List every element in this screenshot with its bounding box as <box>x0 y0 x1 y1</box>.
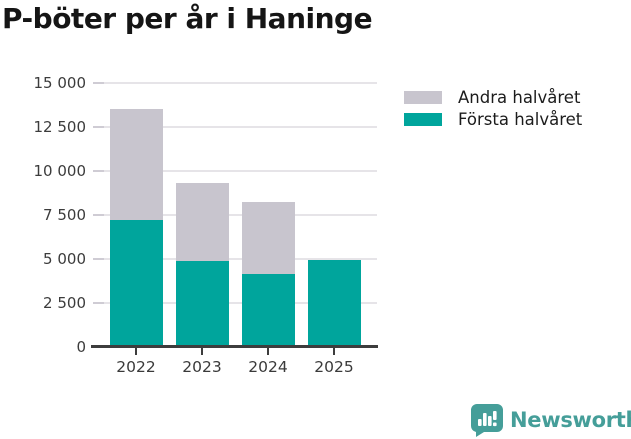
legend-label: Andra halvåret <box>458 88 581 107</box>
x-axis-tick-label: 2022 <box>116 358 156 376</box>
gridline <box>93 82 377 84</box>
chart-title: P-böter per år i Haninge <box>2 2 373 35</box>
legend-swatch <box>404 113 442 126</box>
y-axis-tick <box>93 82 104 84</box>
bar-segment-andra-halvåret-2023 <box>175 182 229 262</box>
newsworthy-logo-icon <box>470 404 503 437</box>
legend-swatch <box>404 91 442 104</box>
bar-segment-första-halvåret-2024 <box>241 273 295 347</box>
y-axis-tick-label: 7 500 <box>43 206 86 224</box>
legend-item: Första halvåret <box>404 110 583 129</box>
gridline <box>93 126 377 128</box>
y-axis-tick <box>93 214 104 216</box>
x-axis-tick <box>201 348 203 355</box>
legend: Andra halvåret Första halvåret <box>404 88 583 135</box>
gridline <box>93 302 377 304</box>
y-axis-tick-label: 12 500 <box>33 118 87 136</box>
x-axis-tick <box>135 348 137 355</box>
gridline <box>93 170 377 172</box>
x-axis-tick <box>333 348 335 355</box>
y-axis-tick <box>93 126 104 128</box>
y-axis-tick-label: 2 500 <box>43 294 86 312</box>
gridline <box>93 214 377 216</box>
x-axis-line <box>91 345 378 348</box>
y-axis-tick-label: 10 000 <box>33 162 87 180</box>
x-axis-tick-label: 2024 <box>248 358 288 376</box>
plot-area <box>93 82 377 347</box>
x-axis-tick-label: 2025 <box>314 358 354 376</box>
y-axis-tick-label: 0 <box>76 338 86 356</box>
newsworthy-logo: Newsworthy <box>470 403 631 437</box>
y-axis-labels: 0 2 500 5 000 7 500 10 000 12 500 15 000 <box>0 74 87 356</box>
y-axis-tick <box>93 258 104 260</box>
y-axis-tick-label: 5 000 <box>43 250 86 268</box>
bar-segment-första-halvåret-2025 <box>307 259 361 347</box>
gridline <box>93 258 377 260</box>
legend-label: Första halvåret <box>458 110 583 129</box>
x-axis-tick-label: 2023 <box>182 358 222 376</box>
y-axis-tick <box>93 302 104 304</box>
bar-segment-andra-halvåret-2022 <box>109 108 163 221</box>
y-axis-tick-label: 15 000 <box>33 74 87 92</box>
bar-segment-första-halvåret-2023 <box>175 261 229 347</box>
legend-item: Andra halvåret <box>404 88 582 107</box>
x-axis-tick <box>267 348 269 355</box>
bar-segment-första-halvåret-2022 <box>109 220 163 347</box>
bar-segment-andra-halvåret-2024 <box>241 201 295 274</box>
newsworthy-logo-text: Newsworthy <box>510 408 631 432</box>
y-axis-tick <box>93 170 104 172</box>
